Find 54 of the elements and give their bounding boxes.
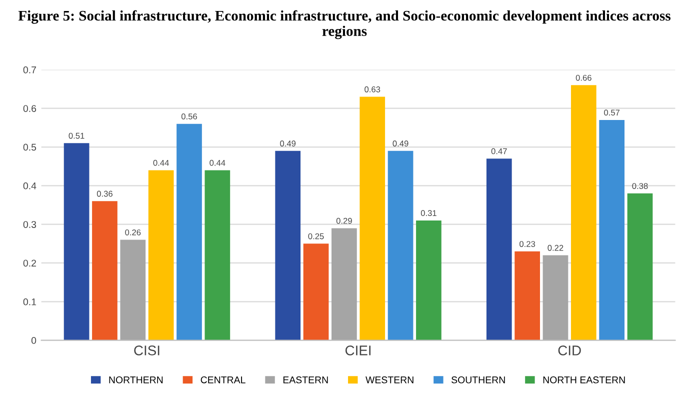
bar xyxy=(120,240,146,340)
data-label: 0.26 xyxy=(125,229,141,236)
y-tick-label: 0 xyxy=(31,337,36,344)
data-label: 0.63 xyxy=(364,86,380,92)
data-label: 0.57 xyxy=(604,110,620,116)
chart-title: Figure 5: Social infrastructure, Economic infrastructure, and Socio-economic development indices across regions xyxy=(18,10,670,40)
data-label: 0.38 xyxy=(632,183,648,189)
y-tick-label: 0.2 xyxy=(23,260,36,267)
y-tick-label: 0.1 xyxy=(23,298,36,306)
y-tick-label: 0.4 xyxy=(23,182,36,190)
data-label: 0.31 xyxy=(420,210,436,216)
legend-label: NORTHERN xyxy=(109,376,163,384)
y-tick-label: 0.5 xyxy=(23,144,36,151)
x-tick-label: CISI xyxy=(134,346,160,356)
bar xyxy=(416,220,442,340)
data-label: 0.51 xyxy=(68,132,84,139)
bar xyxy=(303,244,329,340)
y-tick-label: 0.6 xyxy=(23,105,36,112)
bar xyxy=(92,201,118,340)
legend-label: CENTRAL xyxy=(200,376,246,384)
legend-label: SOUTHERN xyxy=(452,376,505,384)
data-label: 0.49 xyxy=(280,140,296,146)
bar xyxy=(542,255,568,340)
bar xyxy=(176,124,202,340)
data-label: 0.23 xyxy=(520,241,536,247)
bar xyxy=(599,120,625,340)
data-label: 0.44 xyxy=(153,160,169,166)
bar xyxy=(486,158,512,340)
data-label: 0.25 xyxy=(308,233,324,240)
bar xyxy=(332,228,357,340)
data-label: 0.66 xyxy=(576,74,592,81)
bar xyxy=(275,150,301,340)
x-tick-label: CID xyxy=(558,346,581,356)
data-label: 0.49 xyxy=(392,140,408,146)
y-tick-label: 0.3 xyxy=(23,221,36,228)
bar xyxy=(204,170,230,340)
bar xyxy=(360,96,386,340)
data-label: 0.56 xyxy=(181,113,197,120)
bar xyxy=(627,193,653,340)
bar xyxy=(64,143,90,340)
y-tick-label: 0.7 xyxy=(23,66,36,74)
data-label: 0.22 xyxy=(548,244,564,251)
bar xyxy=(570,85,596,340)
data-label: 0.36 xyxy=(96,190,112,197)
legend-label: EASTERN xyxy=(283,376,328,384)
bar xyxy=(514,251,540,340)
legend-label: WESTERN xyxy=(366,376,414,384)
bar xyxy=(148,170,174,340)
data-label: 0.47 xyxy=(491,148,507,154)
bar xyxy=(388,150,414,340)
data-label: 0.29 xyxy=(336,218,352,224)
x-tick-label: CIEI xyxy=(345,346,371,356)
legend-label: NORTH EASTERN xyxy=(543,376,625,384)
data-label: 0.44 xyxy=(210,160,226,166)
